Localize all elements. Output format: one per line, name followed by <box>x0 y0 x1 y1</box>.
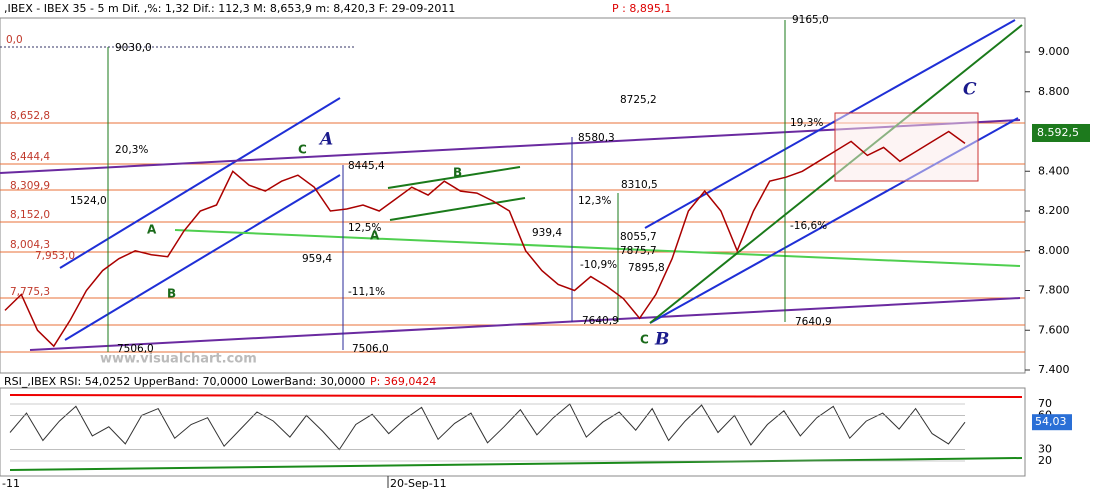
channel <box>64 174 341 341</box>
annotation: 12,5% <box>348 222 381 234</box>
annotation: 8725,2 <box>620 94 657 106</box>
rsi-last-label: 54,03 <box>1035 415 1067 428</box>
annotation: 1524,0 <box>70 195 107 207</box>
channel <box>387 166 521 189</box>
annotation: 959,4 <box>302 253 332 265</box>
y-tick-label: 8.400 <box>1038 164 1070 177</box>
rsi-tick-label: 30 <box>1038 443 1052 456</box>
level-label: 7,953,0 <box>35 250 75 262</box>
wave-label: B <box>167 287 176 301</box>
last-price-box <box>1032 123 1090 142</box>
rsi-panel <box>0 387 1026 477</box>
rsi-lower-trend <box>9 457 1023 471</box>
date-label: -11 <box>2 477 20 490</box>
annotation: 7506,0 <box>117 343 154 355</box>
annotation: 939,4 <box>532 227 562 239</box>
price-panel <box>0 17 1026 374</box>
y-tick-label: 8.800 <box>1038 85 1070 98</box>
annotation: 7506,0 <box>352 343 389 355</box>
wave-label: A <box>147 223 157 237</box>
annotation: 7895,8 <box>628 262 665 274</box>
wave-label: B <box>453 166 462 180</box>
rsi-tick-label: 70 <box>1038 397 1052 410</box>
rsi-tick-label: 20 <box>1038 454 1052 467</box>
trendlines <box>0 19 1023 352</box>
channel <box>59 97 341 269</box>
annotation: 8310,5 <box>621 179 658 191</box>
rsi-line <box>9 403 966 451</box>
watermark: www.visualchart.com <box>100 352 257 367</box>
annotation: -10,9% <box>580 259 617 271</box>
box <box>834 112 979 182</box>
annotation: 9165,0 <box>792 14 829 26</box>
date-label: 20-Sep-11 <box>390 477 447 490</box>
annotation: 12,3% <box>578 195 611 207</box>
y-tick-label: 7.800 <box>1038 284 1070 297</box>
y-tick-label: 7.600 <box>1038 323 1070 336</box>
annotation: 7640,9 <box>795 316 832 328</box>
annotation: 19,3% <box>790 117 823 129</box>
level-label: 8,309,9 <box>10 180 50 192</box>
rsi-price: P: 369,0424 <box>370 375 436 388</box>
level-label: 8,444,4 <box>10 151 50 163</box>
annotation: 20,3% <box>115 144 148 156</box>
header: ,IBEX - IBEX 35 - 5 m Dif. ,%: 1,32 Dif.… <box>4 2 455 15</box>
level-label: 7,775,3 <box>10 286 50 298</box>
price-line <box>4 130 966 348</box>
channel <box>389 197 526 221</box>
annotation: 7875,7 <box>620 245 657 257</box>
annotation: -11,1% <box>348 286 385 298</box>
annotation: -16,6% <box>790 220 827 232</box>
annotation: 8445,4 <box>348 160 385 172</box>
level-label: 8,152,0 <box>10 209 50 221</box>
annotation: 8580,3 <box>578 132 615 144</box>
y-tick-label: 8.000 <box>1038 244 1070 257</box>
rsi-header: RSI_,IBEX RSI: 54,0252 UpperBand: 70,000… <box>4 375 365 388</box>
wave-label: C <box>640 333 649 347</box>
annotation: 7640,9 <box>582 315 619 327</box>
channel <box>29 297 1021 351</box>
y-tick-label: 7.400 <box>1038 363 1070 376</box>
rsi-upper-trend <box>9 394 1023 398</box>
annotation: 9030,0 <box>115 42 152 54</box>
header-price: P : 8,895,1 <box>612 2 671 15</box>
annotation: 8055,7 <box>620 231 657 243</box>
y-tick-label: 8.200 <box>1038 204 1070 217</box>
wave-label: A <box>318 130 333 150</box>
rsi-last-box <box>1032 414 1072 431</box>
wave-label: B <box>654 330 669 350</box>
y-tick-label: 9.000 <box>1038 45 1070 58</box>
level-label: 8,004,3 <box>10 239 50 251</box>
wave-label: C <box>298 143 307 157</box>
last-price-label: 8.592,5 <box>1037 126 1079 139</box>
level-label: 0,0 <box>6 34 23 46</box>
level-label: 8,652,8 <box>10 110 50 122</box>
wave-label: C <box>963 80 977 100</box>
wave-label: A <box>370 229 380 243</box>
channel <box>174 229 1021 267</box>
